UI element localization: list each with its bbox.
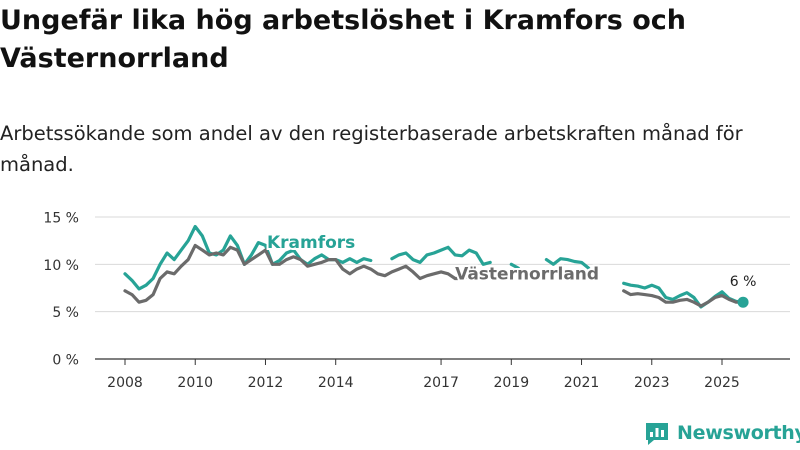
x-tick-label: 2021 [564, 375, 600, 391]
series-labels: Kramfors Västernorrland 6 % [265, 231, 757, 308]
x-tick-label: 2010 [177, 375, 213, 391]
x-tick-label: 2012 [248, 375, 284, 391]
series-lines [123, 224, 745, 309]
x-tick-label: 2023 [634, 375, 670, 391]
y-axis: 0 % 5 % 10 % 15 % [43, 211, 79, 369]
end-value-label: 6 % [730, 274, 757, 290]
x-tick-label: 2025 [704, 375, 740, 391]
x-tick-label: 2019 [493, 375, 529, 391]
y-tick-label: 10 % [43, 258, 79, 274]
newsworthy-brand: Newsworthy [644, 418, 800, 448]
x-axis: 2008 2010 2012 2014 2017 2019 2021 2023 2025 [107, 359, 740, 391]
y-tick-label: 15 % [43, 211, 79, 227]
x-tick-label: 2014 [318, 375, 354, 391]
series-label: Västernorrland [455, 264, 599, 284]
gridlines [95, 216, 790, 360]
y-tick-label: 0 % [52, 353, 79, 369]
series-line-kramfors [123, 224, 745, 309]
brand-name: Newsworthy [677, 422, 800, 444]
chart-subtitle: Arbetssökande som andel av den registerb… [0, 122, 743, 176]
series-line-vasternorrland [123, 243, 745, 308]
end-point-marker [737, 296, 749, 308]
y-tick-label: 5 % [52, 305, 79, 321]
x-tick-label: 2008 [107, 375, 143, 391]
x-tick-label: 2017 [423, 375, 459, 391]
series-label: Kramfors [267, 233, 355, 253]
chart-title: Ungefär lika hög arbetslöshet i Kramfors… [0, 5, 687, 74]
newsworthy-logo-icon [646, 423, 668, 445]
line-chart: 0 %5 %10 %15 % 2008 2010 2012 2014 2017 2019 2… [43, 211, 790, 391]
